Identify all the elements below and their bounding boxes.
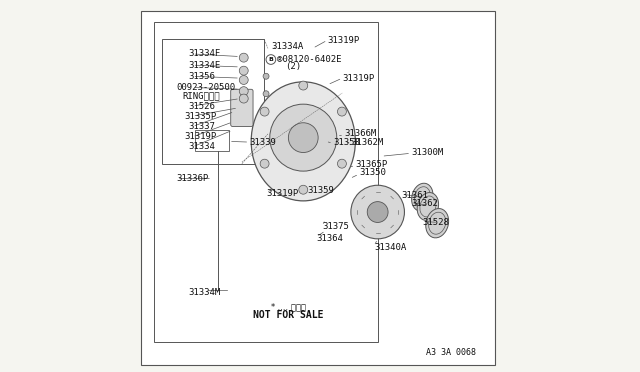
- Text: 31337: 31337: [188, 122, 215, 131]
- FancyBboxPatch shape: [230, 89, 253, 126]
- Circle shape: [239, 76, 248, 84]
- Text: 31526: 31526: [188, 102, 215, 110]
- Ellipse shape: [412, 183, 433, 211]
- Ellipse shape: [426, 209, 449, 238]
- Text: 31340A: 31340A: [374, 243, 406, 252]
- Text: 31300M: 31300M: [411, 148, 444, 157]
- Bar: [195, 130, 229, 151]
- Text: 31334: 31334: [188, 142, 215, 151]
- Text: NOT FOR SALE: NOT FOR SALE: [253, 311, 324, 320]
- Text: 31358: 31358: [333, 138, 360, 147]
- Circle shape: [299, 81, 308, 90]
- Circle shape: [270, 104, 337, 171]
- Text: 31364: 31364: [316, 234, 343, 243]
- Text: 31362: 31362: [411, 199, 438, 208]
- Text: 00923-20500: 00923-20500: [177, 83, 236, 92]
- Text: A3 3A 0068: A3 3A 0068: [426, 348, 476, 357]
- Circle shape: [263, 73, 269, 79]
- Circle shape: [263, 91, 269, 97]
- Text: 31334F: 31334F: [188, 49, 220, 58]
- Bar: [154, 22, 378, 342]
- Circle shape: [337, 159, 346, 168]
- Circle shape: [367, 202, 388, 222]
- Text: 31319P: 31319P: [266, 189, 298, 198]
- Text: 31350: 31350: [359, 169, 386, 177]
- Text: 31335P: 31335P: [184, 112, 216, 121]
- Text: 31356: 31356: [188, 72, 215, 81]
- Text: ®08120-6402E: ®08120-6402E: [277, 55, 342, 64]
- Circle shape: [260, 107, 269, 116]
- Circle shape: [239, 53, 248, 62]
- Text: * .... 非販売: * .... 非販売: [271, 302, 306, 311]
- Circle shape: [337, 107, 346, 116]
- Text: 31361: 31361: [402, 191, 429, 200]
- Text: 31362M: 31362M: [351, 138, 384, 147]
- Text: 31319P: 31319P: [342, 74, 374, 83]
- Circle shape: [239, 66, 248, 75]
- Ellipse shape: [251, 82, 355, 201]
- Circle shape: [260, 159, 269, 168]
- Text: 31365P: 31365P: [355, 160, 388, 169]
- Text: 31366M: 31366M: [344, 129, 376, 138]
- Text: 31334E: 31334E: [188, 61, 220, 70]
- Circle shape: [299, 185, 308, 194]
- Bar: [162, 39, 264, 164]
- Text: 31375: 31375: [322, 222, 349, 231]
- Circle shape: [289, 123, 318, 153]
- Text: 31319P: 31319P: [328, 36, 360, 45]
- Circle shape: [266, 55, 276, 64]
- Text: 31528: 31528: [422, 218, 449, 227]
- Text: 31319P: 31319P: [184, 132, 216, 141]
- Text: RINGリング: RINGリング: [182, 92, 220, 100]
- Text: 31359: 31359: [307, 186, 334, 195]
- Text: 31334M: 31334M: [188, 288, 220, 296]
- Ellipse shape: [417, 193, 438, 220]
- Text: B: B: [268, 57, 273, 62]
- Circle shape: [351, 185, 404, 239]
- Circle shape: [239, 87, 248, 96]
- Text: (2): (2): [285, 62, 301, 71]
- Text: 31334A: 31334A: [271, 42, 304, 51]
- Text: 31339: 31339: [250, 138, 276, 147]
- Circle shape: [239, 94, 248, 103]
- Text: 31336P: 31336P: [177, 174, 209, 183]
